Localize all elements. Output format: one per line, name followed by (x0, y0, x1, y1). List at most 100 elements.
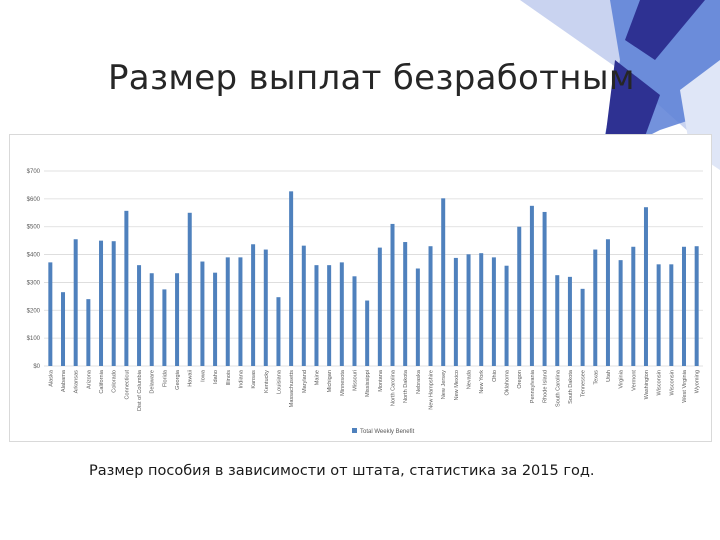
x-tick-label: New Hampshire (429, 370, 435, 410)
bar (175, 273, 180, 366)
deco-dark-shape (625, 0, 705, 60)
bar (491, 257, 496, 366)
bar (213, 272, 218, 366)
x-tick-label: Kentucky (264, 370, 270, 393)
bar (111, 241, 116, 366)
x-tick-label: Indiana (238, 369, 244, 388)
bar-chart: $0 $100 $200 $300 $400 $500 $600 $700 Alaska Alab… (27, 169, 703, 435)
bar (542, 211, 547, 366)
x-tick-label: North Carolina (391, 369, 397, 406)
x-tick-label: Ohio (492, 370, 498, 382)
x-tick-label: Vermont (631, 370, 637, 391)
bar (669, 264, 674, 366)
x-tick-label: Nebraska (416, 369, 422, 394)
bar (694, 246, 699, 366)
x-tick-label: Alabama (61, 369, 67, 392)
legend-swatch (352, 428, 357, 433)
bar (137, 265, 142, 366)
bar (263, 249, 268, 366)
bar (580, 288, 585, 366)
x-tick-label: Missouri (352, 370, 358, 391)
y-tick-label: $600 (27, 197, 41, 203)
x-tick-label: California (99, 369, 105, 394)
x-tick-label: Pennsylvania (530, 369, 536, 403)
x-tick-label: Massachusetts (289, 370, 295, 408)
bar (187, 212, 192, 366)
bar (225, 257, 230, 366)
x-tick-label: Delaware (150, 370, 156, 394)
bar (567, 276, 572, 366)
bar (289, 191, 294, 366)
x-tick-label: South Dakota (568, 369, 574, 404)
x-tick-label: Hawaii (188, 370, 194, 387)
bar (529, 205, 534, 366)
bar (276, 297, 281, 366)
x-tick-label: Oklahoma (505, 369, 511, 395)
chart-container: $0 $100 $200 $300 $400 $500 $600 $700 Alaska Alab… (9, 134, 712, 442)
bar (593, 249, 598, 366)
x-tick-label: Arkansas (74, 370, 80, 394)
y-tick-label: $300 (27, 280, 41, 286)
bar (251, 244, 256, 366)
bar (200, 261, 205, 366)
bar (681, 246, 686, 366)
x-tick-label: Kansas (251, 370, 257, 389)
bar (377, 247, 382, 366)
bar (390, 223, 395, 366)
x-tick-label: Utah (606, 370, 612, 382)
x-tick-label: Virginia (619, 369, 625, 388)
x-tick-label: Mississippi (365, 370, 371, 397)
y-tick-label: $500 (27, 225, 41, 231)
x-tick-label: Illinois (226, 370, 232, 386)
bar (428, 246, 433, 366)
bar (631, 246, 636, 366)
x-tick-label: South Carolina (555, 369, 561, 407)
x-tick-label: Florida (162, 369, 168, 387)
x-tick-label: New Mexico (454, 370, 460, 400)
x-tick-label: Washington (644, 370, 650, 399)
bar (643, 207, 648, 366)
x-tick-label: Arizona (86, 369, 92, 389)
y-tick-label: $400 (27, 253, 41, 259)
x-tick-label: Iowa (200, 369, 206, 382)
bar (339, 262, 344, 366)
bar (605, 239, 610, 366)
x-tick-label: Minnesota (340, 369, 346, 396)
x-tick-label: Maryland (302, 370, 308, 393)
x-tick-label: New Jersey (441, 370, 447, 399)
x-tick-label: New York (479, 370, 485, 394)
x-tick-label: West Virginia (682, 369, 688, 403)
x-tick-label: Rhode Island (543, 370, 549, 403)
bar (415, 268, 420, 366)
x-tick-label: Connecticut (124, 370, 130, 400)
legend-label: Total Weekly Benefit (360, 429, 415, 435)
bar (656, 264, 661, 366)
x-tick-label: Tennessee (581, 370, 587, 397)
x-tick-label: Wisconsin (657, 370, 663, 396)
bar (517, 226, 522, 366)
y-tick-label: $0 (33, 364, 40, 370)
x-tick-label: Idaho (213, 370, 219, 384)
x-tick-label: Louisiana (276, 369, 282, 394)
x-tick-label: Wyoming (695, 370, 701, 393)
bar (86, 299, 91, 366)
bar (479, 253, 484, 366)
bar (301, 245, 306, 366)
bar (162, 289, 167, 366)
bar (403, 242, 408, 366)
x-tick-label: Montana (378, 369, 384, 392)
bar (238, 257, 243, 366)
bar (314, 265, 319, 366)
y-tick-label: $200 (27, 308, 41, 314)
x-tick-label: Georgia (175, 369, 181, 390)
x-tick-label: Texas (593, 370, 599, 385)
bar (48, 262, 53, 366)
x-tick-label: North Dakota (403, 369, 409, 403)
bar (441, 198, 446, 366)
x-tick-label: Nevada (467, 369, 473, 389)
y-tick-label: $700 (27, 169, 41, 175)
bar (365, 300, 370, 366)
bar (124, 210, 129, 366)
y-tick-label: $100 (27, 336, 41, 342)
bar (453, 257, 458, 366)
